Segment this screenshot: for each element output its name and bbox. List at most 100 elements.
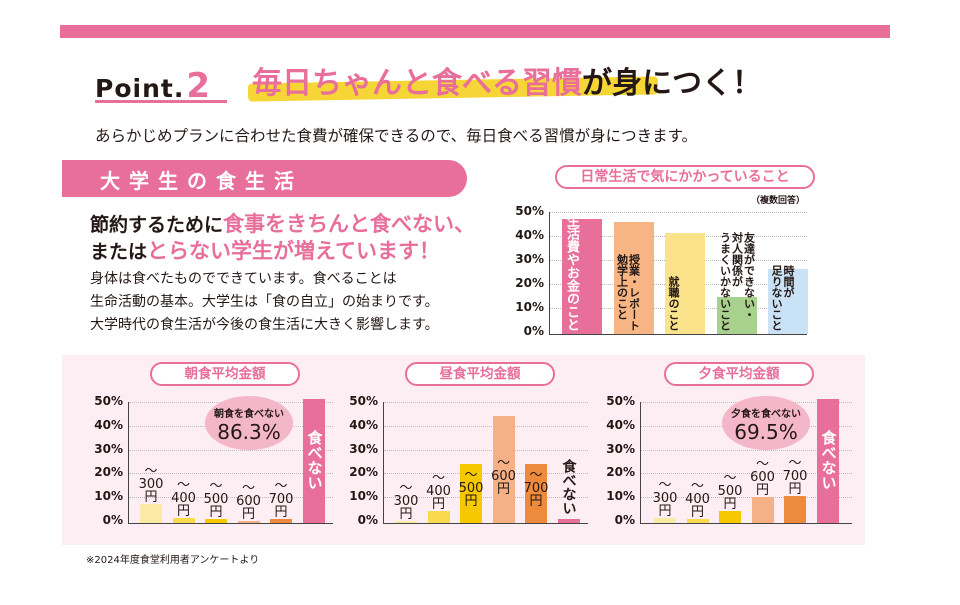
annotation-value: 86.3% bbox=[217, 420, 281, 444]
headline-text: または bbox=[90, 241, 148, 263]
bar bbox=[557, 519, 580, 523]
chart-title: 朝食平均金額 bbox=[150, 362, 300, 386]
bar bbox=[686, 519, 709, 523]
y-tick-label: 40% bbox=[606, 417, 635, 432]
gridline bbox=[129, 497, 333, 499]
bar bbox=[768, 269, 808, 334]
bar-label: 〜 700 円 bbox=[782, 455, 808, 497]
y-tick-label: 40% bbox=[94, 417, 123, 432]
y-tick-label: 20% bbox=[515, 276, 544, 290]
bar-label: 〜 500 円 bbox=[458, 468, 484, 510]
gridline bbox=[641, 473, 852, 475]
bar bbox=[525, 463, 547, 523]
y-tick-label: 50% bbox=[94, 394, 123, 408]
bar bbox=[816, 399, 839, 523]
lunch-chart: 昼食平均金額〜 300 円〜 400 円〜 500 円〜 600 円〜 700 … bbox=[335, 362, 595, 532]
bar-label: 食べない bbox=[305, 430, 324, 490]
bar-label: 〜 600 円 bbox=[236, 480, 261, 522]
headline-line-1: 節約するために食事をきちんと食べない、 bbox=[90, 208, 475, 238]
bar-label: 〜 700 円 bbox=[523, 468, 549, 510]
bar-label: 就職のこと bbox=[667, 276, 680, 331]
bar bbox=[140, 503, 162, 523]
annotation-bubble: 夕食を食べない 69.5% bbox=[722, 396, 810, 450]
plot-area: 〜 300 円〜 400 円〜 500 円〜 600 円〜 700 円食べない bbox=[128, 399, 333, 524]
chart-title: 夕食平均金額 bbox=[664, 362, 814, 386]
plot-area: 生活費やお金のこと 授業・レポート 勉学上のこと 就職のこと 友達ができない・ 対人関… bbox=[549, 212, 808, 335]
point-label: Point.2 bbox=[95, 66, 211, 106]
bar bbox=[654, 518, 676, 523]
bar bbox=[460, 463, 482, 523]
y-tick-label: 30% bbox=[515, 252, 544, 266]
bar-label: 食べない bbox=[560, 459, 577, 516]
bar-label: 〜 400 円 bbox=[685, 479, 710, 521]
bar-label: 〜 600 円 bbox=[750, 456, 775, 498]
bar bbox=[237, 520, 260, 523]
bar bbox=[205, 519, 227, 523]
gridline bbox=[129, 473, 333, 475]
plot-area: 〜 300 円〜 400 円〜 500 円〜 600 円〜 700 円食べない bbox=[383, 402, 588, 524]
gridline bbox=[550, 212, 807, 213]
gridline bbox=[384, 473, 588, 475]
bar-label: 〜 300 円 bbox=[138, 463, 164, 505]
y-tick-label: 20% bbox=[94, 465, 123, 480]
page-title: 毎日ちゃんと食べる習慣が身につく！ bbox=[252, 58, 762, 102]
section-header: 大学生の食生活 bbox=[62, 160, 467, 197]
point-text: Point. bbox=[95, 74, 185, 103]
y-tick-label: 10% bbox=[515, 300, 544, 314]
annotation-label: 夕食を食べない bbox=[731, 409, 801, 420]
bar bbox=[562, 218, 602, 334]
gridline bbox=[641, 497, 852, 499]
bar-label: 〜 300 円 bbox=[393, 480, 419, 522]
body-line: 生命活動の基本。大学生は「食の自立」の始まりです。 bbox=[90, 294, 439, 310]
y-tick-label: 0% bbox=[614, 513, 635, 527]
y-tick-label: 20% bbox=[349, 465, 378, 480]
y-tick-label: 10% bbox=[94, 489, 123, 504]
y-tick-label: 10% bbox=[606, 489, 635, 504]
y-tick-label: 0% bbox=[102, 513, 123, 527]
chart-note: （複数回答） bbox=[750, 196, 805, 206]
bar bbox=[395, 520, 417, 523]
point-number: 2 bbox=[186, 66, 211, 106]
gridline bbox=[384, 425, 588, 427]
headline-text: 節約するために bbox=[90, 214, 224, 236]
annotation-value: 69.5% bbox=[734, 420, 798, 444]
bar-label: 友達ができない・ 対人関係が うまくいかないこと bbox=[718, 232, 756, 331]
y-tick-label: 0% bbox=[523, 324, 544, 338]
bar-label: 生活費やお金のこと bbox=[564, 214, 579, 331]
body-line: 大学時代の食生活が今後の食生活に大きく影響します。 bbox=[90, 317, 439, 333]
top-accent-bar bbox=[60, 25, 890, 38]
bar-label: 〜 500 円 bbox=[717, 471, 743, 513]
bar-label: 〜 500 円 bbox=[203, 479, 229, 521]
bar bbox=[302, 399, 325, 523]
gridline bbox=[641, 449, 852, 451]
chart-title: 昼食平均金額 bbox=[405, 362, 555, 386]
y-tick-label: 10% bbox=[349, 489, 378, 504]
gridline bbox=[129, 449, 333, 451]
bar-label: 〜 600 円 bbox=[491, 456, 516, 498]
bar-label: 〜 700 円 bbox=[268, 479, 294, 521]
y-tick-label: 30% bbox=[94, 441, 123, 456]
chart-title: 日常生活で気にかかっていること bbox=[555, 165, 815, 189]
dinner-chart: 夕食平均金額〜 300 円〜 400 円〜 500 円〜 600 円〜 700 … bbox=[592, 362, 857, 532]
bar bbox=[270, 519, 292, 523]
title-rest-text: が身につく！ bbox=[582, 66, 762, 101]
y-tick-label: 0% bbox=[357, 513, 378, 527]
bar-label: 〜 300 円 bbox=[652, 478, 678, 520]
headline-emphasis: 食事をきちんと食べない、 bbox=[223, 212, 476, 236]
bar bbox=[172, 518, 195, 523]
bar bbox=[492, 415, 515, 523]
headline-emphasis: とらない学生が増えています！ bbox=[147, 239, 440, 263]
bar-label: 時間が 足りないこと bbox=[770, 265, 795, 331]
gridline bbox=[384, 402, 588, 403]
gridline bbox=[384, 449, 588, 451]
y-tick-label: 20% bbox=[606, 465, 635, 480]
body-line: 身体は食べたものでできています。食べることは bbox=[90, 271, 397, 287]
footnote: ※2024年度食堂利用者アンケートより bbox=[86, 555, 260, 566]
y-tick-label: 40% bbox=[349, 417, 378, 432]
y-tick-label: 30% bbox=[606, 441, 635, 456]
bar bbox=[716, 296, 757, 334]
annotation-bubble: 朝食を食べない 86.3% bbox=[205, 396, 293, 450]
annotation-label: 朝食を食べない bbox=[214, 409, 284, 420]
bar-label: 〜 400 円 bbox=[426, 471, 451, 513]
concerns-chart: 日常生活で気にかかっていること （複数回答） 生活費やお金のこと 授業・レポート 勉学… bbox=[505, 165, 815, 345]
